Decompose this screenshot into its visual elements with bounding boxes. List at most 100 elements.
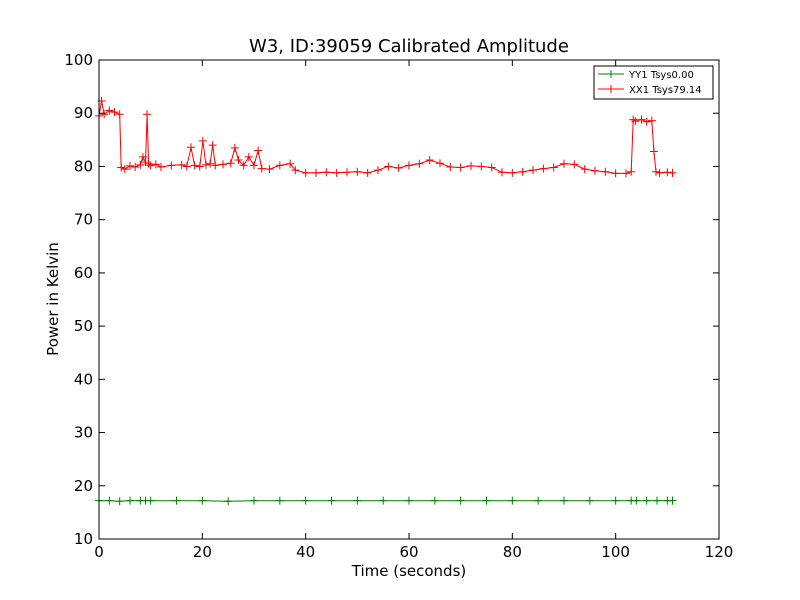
data-point bbox=[301, 168, 310, 177]
data-point bbox=[224, 497, 233, 506]
x-tick-label: 100 bbox=[601, 543, 630, 561]
y-axis-label: Power in Kelvin bbox=[44, 242, 62, 356]
y-tick-label: 30 bbox=[74, 424, 93, 442]
data-point bbox=[144, 159, 153, 168]
data-point bbox=[363, 168, 372, 177]
data-point bbox=[518, 167, 527, 176]
data-point bbox=[436, 159, 444, 168]
data-point bbox=[668, 168, 677, 177]
legend-box bbox=[593, 65, 714, 100]
x-tick-label: 60 bbox=[399, 543, 418, 561]
data-point bbox=[580, 165, 589, 174]
data-point bbox=[353, 496, 362, 505]
data-point bbox=[312, 168, 320, 177]
y-tick-label: 90 bbox=[74, 104, 93, 122]
data-point bbox=[167, 161, 176, 170]
data-point bbox=[250, 496, 258, 505]
x-axis-label: Time (seconds) bbox=[351, 562, 467, 580]
data-point bbox=[177, 160, 186, 169]
data-point bbox=[647, 116, 656, 125]
data-point bbox=[332, 168, 341, 177]
data-point bbox=[115, 110, 124, 119]
data-point bbox=[100, 110, 109, 119]
data-point bbox=[126, 496, 134, 505]
x-tick-label: 40 bbox=[296, 543, 315, 561]
data-point bbox=[286, 159, 295, 168]
data-point bbox=[456, 496, 465, 505]
axis-ticks: 0 20 40 60 80 100 120 10 20 30 40 50 60 70 80 90 100 bbox=[64, 51, 733, 561]
data-point bbox=[637, 115, 646, 124]
y-tick-label: 100 bbox=[64, 51, 93, 69]
data-point bbox=[206, 159, 215, 168]
y-tick-label: 70 bbox=[74, 211, 93, 229]
data-point bbox=[649, 147, 658, 156]
data-point bbox=[327, 496, 336, 505]
legend: YY1 Tsys0.00 XX1 Tsys79.14 bbox=[593, 65, 714, 100]
data-point bbox=[415, 159, 424, 168]
data-point bbox=[622, 169, 630, 178]
y-tick-label: 80 bbox=[74, 157, 93, 175]
x-tick-label: 0 bbox=[94, 543, 104, 561]
data-point bbox=[446, 162, 455, 171]
data-point bbox=[653, 496, 661, 505]
data-point bbox=[195, 162, 204, 171]
data-point bbox=[275, 496, 284, 505]
data-point bbox=[254, 146, 263, 155]
data-point bbox=[343, 168, 351, 177]
data-point bbox=[230, 143, 239, 152]
data-point bbox=[219, 160, 227, 169]
data-point bbox=[250, 161, 258, 170]
data-point bbox=[186, 143, 195, 152]
data-point bbox=[477, 162, 486, 171]
data-point bbox=[265, 165, 274, 174]
data-point bbox=[611, 496, 620, 505]
data-point bbox=[198, 136, 207, 145]
series-markers-2 bbox=[95, 96, 677, 178]
data-point bbox=[430, 496, 439, 505]
data-point bbox=[611, 169, 620, 178]
x-tick-label: 120 bbox=[705, 543, 734, 561]
data-point bbox=[642, 117, 651, 126]
data-point bbox=[560, 496, 568, 505]
x-tick-label: 80 bbox=[503, 543, 522, 561]
data-point bbox=[182, 162, 191, 171]
data-point bbox=[508, 168, 517, 177]
data-point bbox=[384, 162, 393, 171]
data-point bbox=[585, 496, 594, 505]
data-point bbox=[394, 164, 403, 173]
data-point bbox=[157, 162, 165, 171]
data-point bbox=[143, 110, 152, 119]
y-tick-label: 40 bbox=[74, 370, 93, 388]
data-point bbox=[110, 108, 119, 117]
data-point bbox=[498, 168, 506, 177]
data-point bbox=[508, 496, 517, 505]
data-point bbox=[126, 161, 134, 170]
data-point bbox=[651, 167, 660, 176]
chart-title: W3, ID:39059 Calibrated Amplitude bbox=[249, 36, 569, 57]
data-point bbox=[539, 164, 548, 173]
data-point bbox=[151, 160, 160, 169]
data-point bbox=[456, 163, 465, 172]
data-point bbox=[322, 168, 331, 177]
data-point bbox=[467, 161, 475, 170]
data-point bbox=[131, 162, 140, 171]
data-point bbox=[549, 163, 558, 172]
y-tick-label: 50 bbox=[74, 317, 93, 335]
data-point bbox=[190, 161, 199, 170]
data-point bbox=[138, 152, 147, 161]
data-point bbox=[105, 496, 114, 505]
y-tick-label: 10 bbox=[74, 530, 93, 548]
data-point bbox=[201, 160, 210, 169]
data-point bbox=[487, 163, 496, 172]
data-point bbox=[353, 167, 362, 176]
data-point bbox=[146, 161, 155, 170]
data-point bbox=[601, 167, 610, 176]
data-point bbox=[198, 496, 207, 505]
data-point bbox=[301, 496, 310, 505]
data-point bbox=[275, 161, 284, 170]
legend-label-2: XX1 Tsys79.14 bbox=[629, 85, 702, 96]
data-point bbox=[629, 115, 638, 124]
data-point bbox=[374, 166, 382, 175]
